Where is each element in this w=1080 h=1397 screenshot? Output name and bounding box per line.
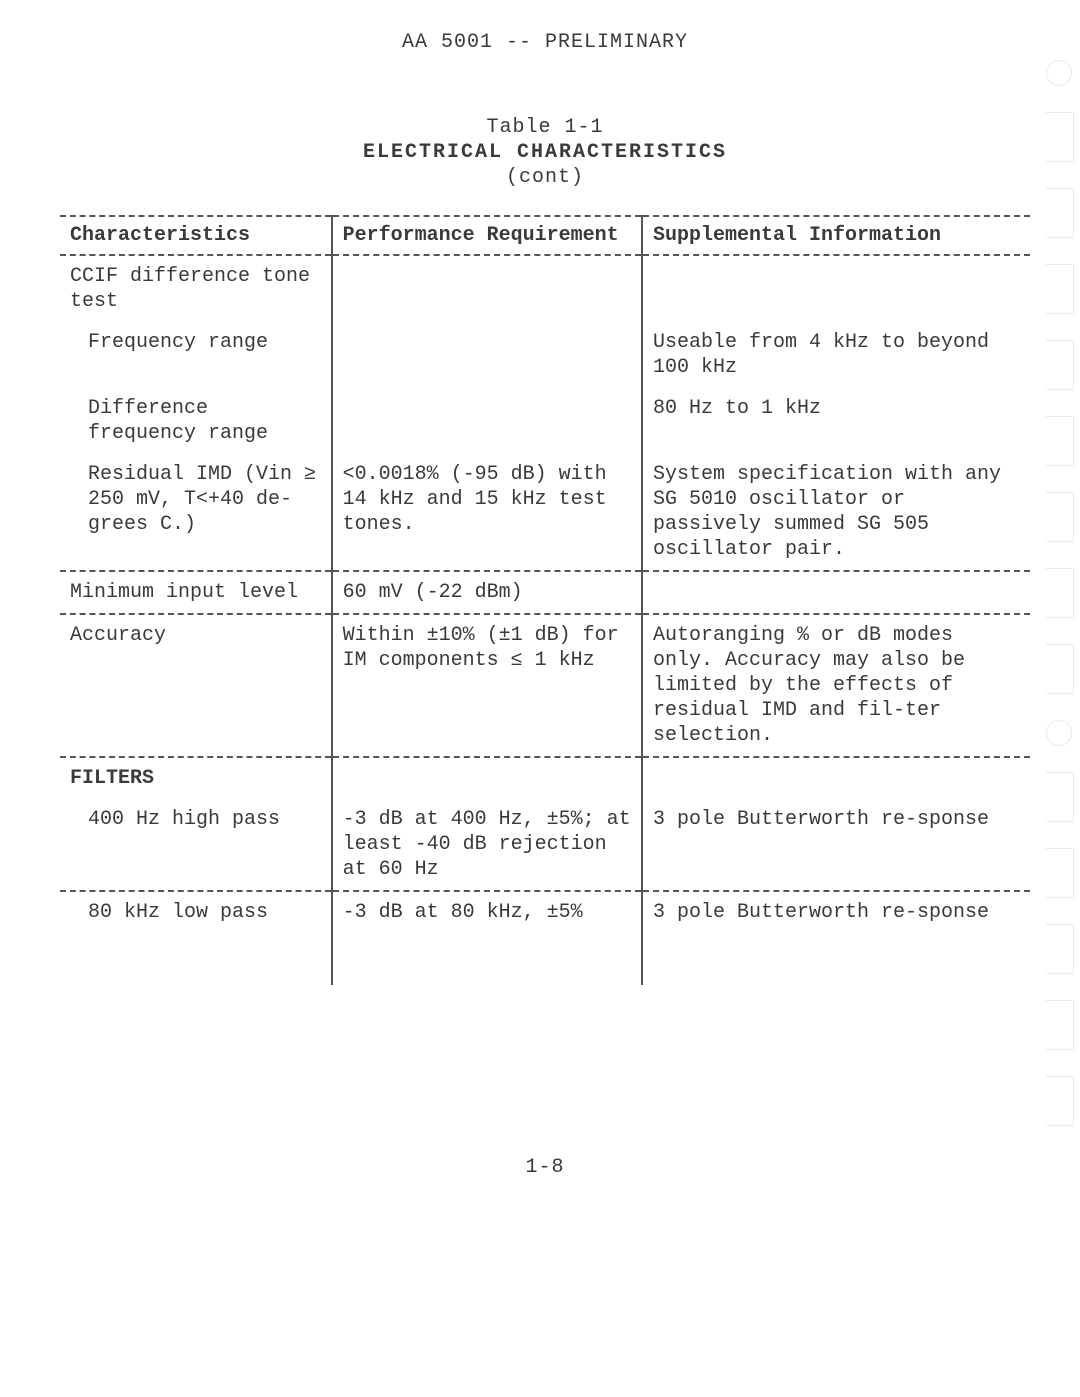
page-number: 1-8 <box>60 1155 1030 1180</box>
cell-supplemental: System specification with any SG 5010 os… <box>642 454 1030 571</box>
cell-supplemental <box>642 757 1030 799</box>
cell-performance <box>332 757 642 799</box>
table-row: Difference frequency range 80 Hz to 1 kH… <box>60 388 1030 454</box>
table-row: 80 kHz low pass -3 dB at 80 kHz, ±5% 3 p… <box>60 891 1030 985</box>
scan-edge-artifacts <box>1046 60 1074 1152</box>
table-row: Frequency range Useable from 4 kHz to be… <box>60 322 1030 388</box>
cell-supplemental <box>642 255 1030 322</box>
table-row: Minimum input level 60 mV (-22 dBm) <box>60 571 1030 614</box>
section-filters: FILTERS <box>60 757 332 799</box>
table-title: ELECTRICAL CHARACTERISTICS <box>60 140 1030 165</box>
cell-performance: 60 mV (-22 dBm) <box>332 571 642 614</box>
cell-characteristic: Frequency range <box>60 322 332 388</box>
document-header: AA 5001 -- PRELIMINARY <box>60 30 1030 55</box>
cell-performance <box>332 388 642 454</box>
table-row: 400 Hz high pass -3 dB at 400 Hz, ±5%; a… <box>60 799 1030 891</box>
cell-characteristic: CCIF difference tone test <box>60 255 332 322</box>
characteristics-table: Characteristics Performance Requirement … <box>60 215 1030 985</box>
cell-characteristic: Accuracy <box>60 614 332 757</box>
table-row: Accuracy Within ±10% (±1 dB) for IM comp… <box>60 614 1030 757</box>
table-continued: (cont) <box>60 165 1030 190</box>
cell-supplemental: 3 pole Butterworth re-sponse <box>642 799 1030 891</box>
cell-supplemental: Autoranging % or dB modes only. Accuracy… <box>642 614 1030 757</box>
cell-characteristic: Minimum input level <box>60 571 332 614</box>
cell-supplemental: 3 pole Butterworth re-sponse <box>642 891 1030 985</box>
cell-characteristic: 400 Hz high pass <box>60 799 332 891</box>
table-row: FILTERS <box>60 757 1030 799</box>
cell-performance <box>332 255 642 322</box>
cell-characteristic: Residual IMD (Vin ≥ 250 mV, T<+40 de-gre… <box>60 454 332 571</box>
table-title-block: Table 1-1 ELECTRICAL CHARACTERISTICS (co… <box>60 115 1030 190</box>
cell-characteristic: Difference frequency range <box>60 388 332 454</box>
cell-performance: -3 dB at 80 kHz, ±5% <box>332 891 642 985</box>
cell-supplemental: Useable from 4 kHz to beyond 100 kHz <box>642 322 1030 388</box>
table-header-row: Characteristics Performance Requirement … <box>60 216 1030 255</box>
cell-supplemental <box>642 571 1030 614</box>
cell-performance: -3 dB at 400 Hz, ±5%; at least -40 dB re… <box>332 799 642 891</box>
cell-performance: <0.0018% (-95 dB) with 14 kHz and 15 kHz… <box>332 454 642 571</box>
col-supplemental: Supplemental Information <box>642 216 1030 255</box>
table-label: Table 1-1 <box>60 115 1030 140</box>
cell-supplemental: 80 Hz to 1 kHz <box>642 388 1030 454</box>
cell-performance: Within ±10% (±1 dB) for IM components ≤ … <box>332 614 642 757</box>
table-row: CCIF difference tone test <box>60 255 1030 322</box>
table-row: Residual IMD (Vin ≥ 250 mV, T<+40 de-gre… <box>60 454 1030 571</box>
col-characteristics: Characteristics <box>60 216 332 255</box>
col-performance: Performance Requirement <box>332 216 642 255</box>
cell-characteristic: 80 kHz low pass <box>60 891 332 985</box>
cell-performance <box>332 322 642 388</box>
